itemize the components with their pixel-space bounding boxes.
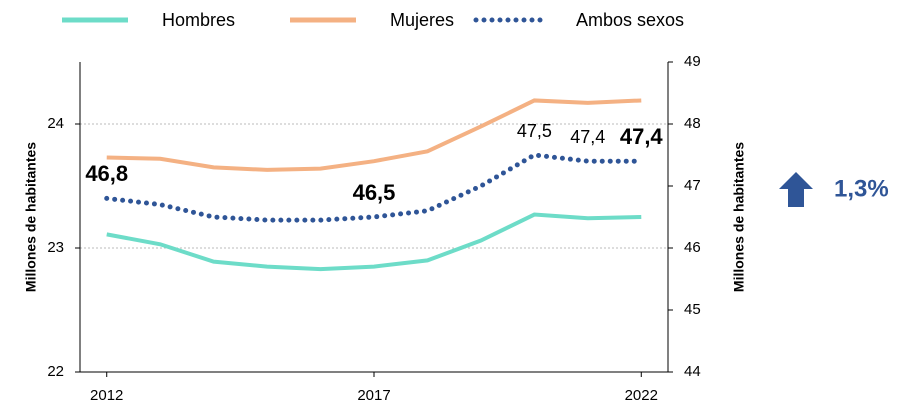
y2-tick-label: 47 <box>684 177 701 194</box>
up-arrow <box>779 172 813 207</box>
data-label: 47,5 <box>517 121 552 141</box>
y2-tick-label: 48 <box>684 115 701 132</box>
legend-label: Ambos sexos <box>576 10 684 30</box>
data-label: 47,4 <box>570 127 605 147</box>
x-tick-label: 2017 <box>357 387 390 404</box>
data-label: 47,4 <box>620 124 664 149</box>
annotation: 1,3% <box>834 175 889 202</box>
y2-axis-label: Millones de habitantes <box>731 142 747 292</box>
x-tick-label: 2022 <box>625 387 658 404</box>
y-tick-label: 24 <box>47 115 64 132</box>
series-line <box>104 152 644 223</box>
y2-tick-label: 45 <box>684 301 701 318</box>
y2-tick-label: 44 <box>684 363 701 380</box>
y-tick-label: 23 <box>47 239 64 256</box>
y2-tick-label: 49 <box>684 53 701 70</box>
data-label: 46,5 <box>353 180 396 205</box>
legend-label: Hombres <box>162 10 235 30</box>
y-axis-label: Millones de habitantes <box>23 142 39 292</box>
x-tick-label: 2012 <box>90 387 123 404</box>
legend-label: Mujeres <box>390 10 454 30</box>
series-line <box>106 98 642 172</box>
y-tick-label: 22 <box>47 363 64 380</box>
data-label: 46,8 <box>85 161 128 186</box>
y2-tick-label: 46 <box>684 239 701 256</box>
series-line <box>106 212 642 272</box>
